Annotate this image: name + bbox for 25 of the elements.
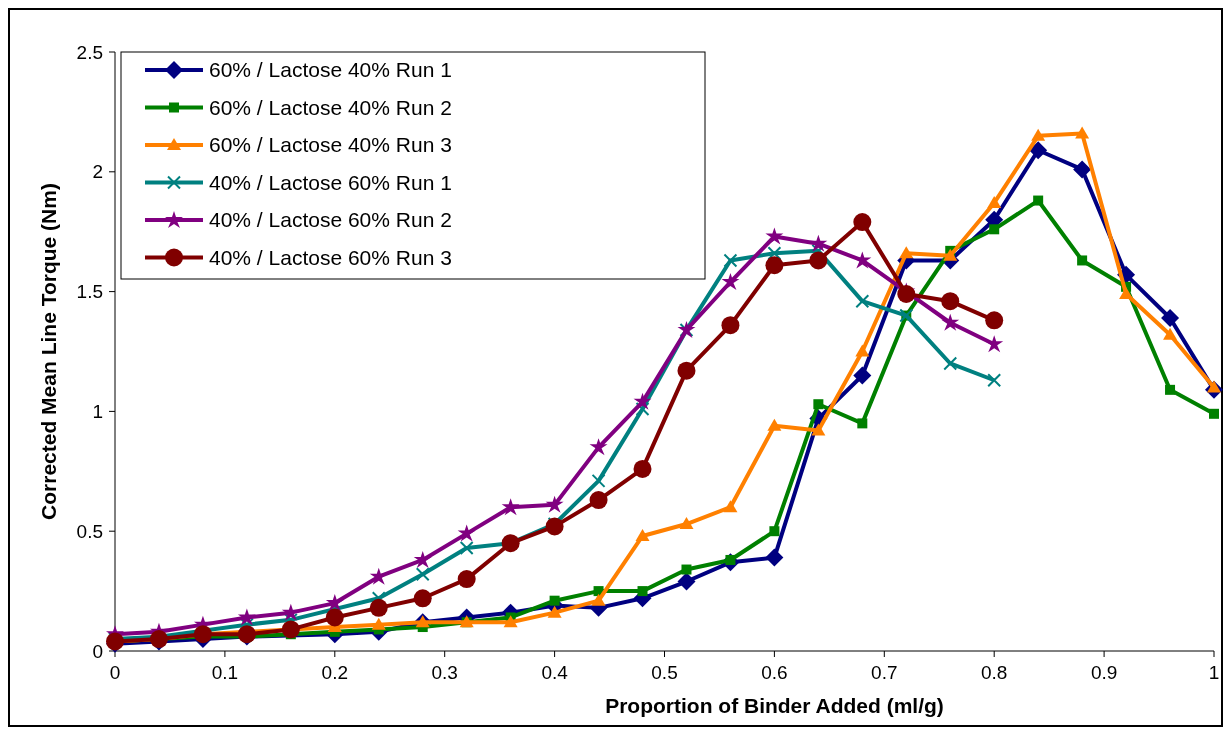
x-tick-label: 0.9	[1090, 662, 1118, 683]
y-tick-label: 1	[92, 401, 103, 423]
legend-label: 60% / Lactose 40% Run 2	[209, 95, 452, 119]
x-tick-label: 0.4	[541, 662, 569, 683]
y-tick-label: 2.5	[76, 41, 103, 63]
x-tick-label: 0.1	[211, 662, 239, 683]
x-tick-label: 0.3	[431, 662, 458, 683]
legend-label: 40% / Lactose 60% Run 2	[209, 208, 452, 232]
x-tick-label: 0.8	[980, 662, 1008, 683]
y-tick-label: 0.5	[76, 520, 103, 542]
x-tick-label: 0.6	[761, 662, 788, 683]
y-tick-label: 0	[92, 640, 103, 662]
x-tick-label: 0.2	[321, 662, 349, 683]
x-tick-label: 1	[1208, 662, 1220, 683]
legend-label: 60% / Lactose 40% Run 3	[209, 133, 452, 157]
x-tick-label: 0.7	[871, 662, 898, 683]
legend-label: 40% / Lactose 60% Run 1	[209, 170, 452, 194]
x-axis-title: Proportion of Binder Added (ml/g)	[605, 694, 944, 717]
y-axis-title: Corrected Mean Line Torque (Nm)	[37, 183, 60, 520]
legend-label: 60% / Lactose 40% Run 1	[209, 58, 452, 82]
x-tick-label: 0.5	[651, 662, 678, 683]
legend-label: 40% / Lactose 60% Run 3	[209, 245, 452, 269]
x-tick-label: 0	[109, 662, 121, 683]
y-tick-label: 2	[92, 161, 103, 183]
y-tick-label: 1.5	[76, 281, 103, 303]
